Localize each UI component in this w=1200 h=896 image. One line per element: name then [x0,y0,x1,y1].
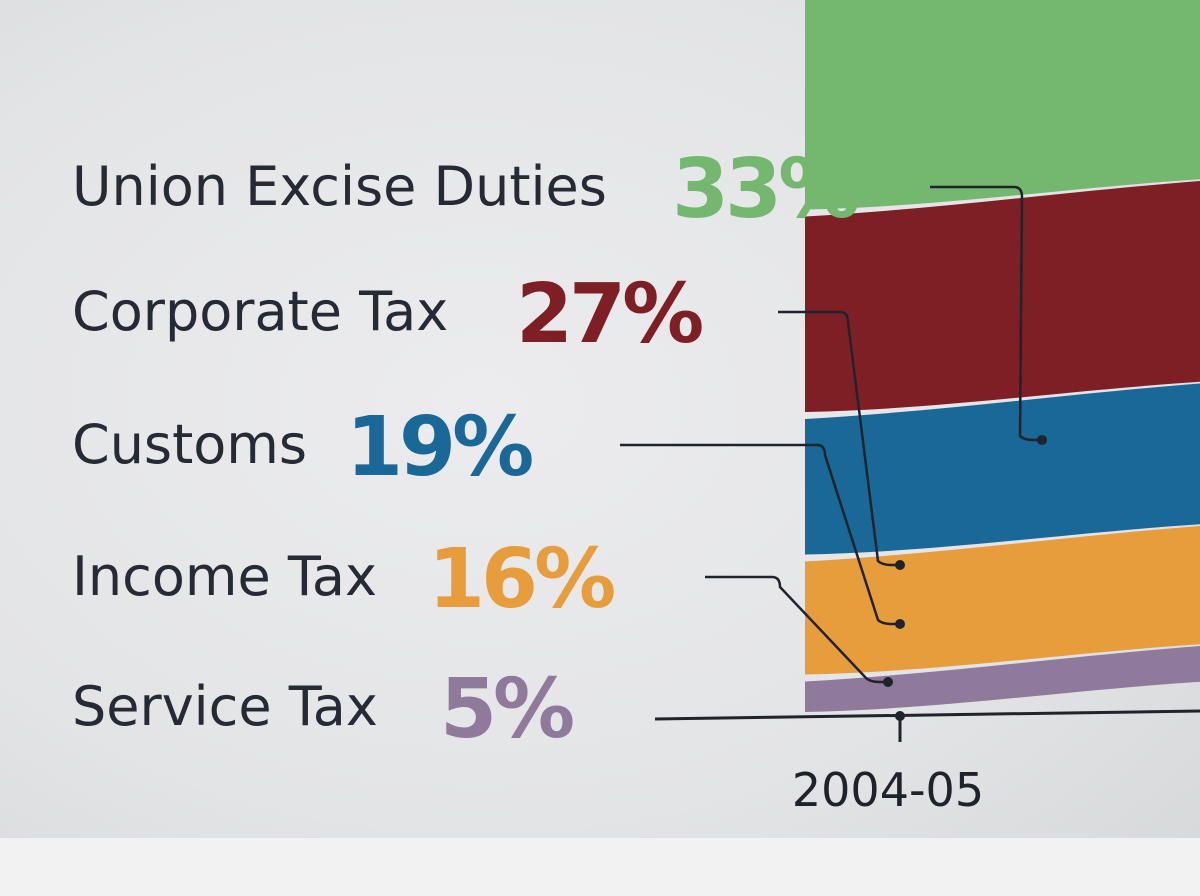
leader-lines-layer [620,185,1047,721]
x-axis-line [654,709,1200,721]
leader-line-income-tax [705,575,888,684]
value-label-union-excise-duties: 33% [672,142,858,237]
value-label-customs: 19% [346,400,532,495]
category-label-income-tax: Income Tax [72,545,377,608]
leader-dot-customs [895,619,905,629]
category-label-service-tax: Service Tax [72,675,378,738]
leader-dot-corporate-tax [895,560,905,570]
band-service-tax [805,645,1200,712]
leader-line-customs [620,443,900,626]
band-customs [805,383,1200,555]
x-axis: 2004-05 [654,709,1200,817]
x-tick-label: 2004-05 [792,763,984,817]
value-label-service-tax: 5% [440,662,573,757]
band-union-excise-duties [805,0,1200,210]
leader-line-corporate-tax [778,310,900,567]
category-label-customs: Customs [72,413,307,476]
bands-layer [805,0,1200,712]
band-corporate-tax [805,180,1200,412]
leader-dot-union-excise-duties [1037,435,1047,445]
value-label-income-tax: 16% [428,532,614,627]
value-label-corporate-tax: 27% [516,267,702,362]
category-label-corporate-tax: Corporate Tax [72,280,448,343]
category-label-union-excise-duties: Union Excise Duties [72,155,607,218]
leader-line-union-excise-duties [930,185,1042,442]
page-margin [0,838,1200,896]
labels-layer: Union Excise Duties 33% Corporate Tax 27% Cu… [72,142,862,757]
leader-dot-income-tax [883,677,893,687]
